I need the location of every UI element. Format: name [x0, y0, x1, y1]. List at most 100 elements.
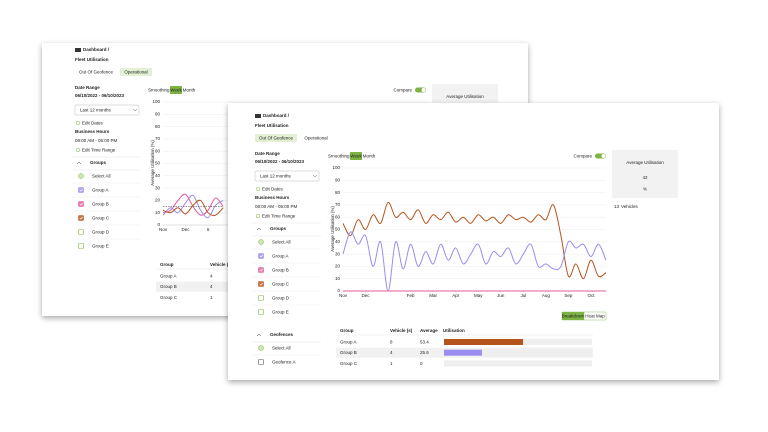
select-all-icon[interactable]	[78, 173, 84, 179]
breadcrumb-icon	[255, 114, 261, 118]
table-header: Group	[340, 328, 354, 333]
edit-dates[interactable]: Edit Dates	[82, 120, 104, 125]
check	[259, 254, 264, 258]
y-tick-label: 20	[155, 198, 161, 203]
item-label: Group D	[92, 229, 110, 234]
checkbox[interactable]	[258, 359, 264, 365]
y-tick-label: 40	[155, 173, 161, 178]
page-title: Fleet Utilisation	[75, 57, 109, 62]
checkbox[interactable]	[78, 187, 84, 193]
checkbox[interactable]	[258, 253, 264, 259]
y-tick-label: 60	[335, 214, 341, 219]
toggle-knob	[601, 154, 606, 158]
edit-icon	[75, 147, 81, 153]
check	[259, 282, 264, 286]
business-hours-label: Business Hours	[255, 195, 290, 200]
bar-track	[444, 349, 592, 356]
average-card	[612, 150, 678, 198]
y-tick-label: 70	[155, 136, 161, 141]
series-line	[342, 201, 607, 280]
x-tick-label: Oct	[587, 293, 595, 298]
vehicles-count: 13	[614, 204, 620, 209]
x-tick-label: Apr	[452, 293, 460, 298]
tab[interactable]: Out Of Geofence	[259, 135, 294, 140]
checkbox[interactable]	[258, 295, 264, 301]
collapse-chevron	[256, 333, 262, 337]
vehicles-label: Vehicles	[621, 204, 639, 209]
table-cell: 1	[210, 295, 213, 300]
y-tick-label: 40	[335, 239, 341, 244]
business-hours: 08:00 AM - 05:00 PM	[255, 204, 298, 209]
tab-active-bg	[255, 134, 297, 142]
select-chevron	[312, 174, 318, 178]
section-label: Groups	[270, 226, 286, 231]
smoothing-option[interactable]: Month	[363, 153, 376, 158]
select-all: Select All	[272, 345, 291, 350]
section-label: Geofences	[270, 332, 294, 337]
toggle-knob	[421, 88, 426, 92]
checkbox[interactable]	[78, 243, 84, 249]
table-cell: Group B	[340, 350, 357, 355]
select-all-icon[interactable]	[258, 345, 264, 351]
smoothing-option[interactable]: Week	[350, 153, 362, 158]
checkbox[interactable]	[78, 229, 84, 235]
table-cell: Group C	[160, 295, 178, 300]
y-tick-label: 60	[155, 148, 161, 153]
toggle-button-bg	[350, 152, 362, 160]
checkbox[interactable]	[78, 201, 84, 207]
smoothing-option[interactable]: Month	[183, 87, 196, 92]
view-option[interactable]: Heat Map	[585, 313, 605, 318]
x-tick-label: Sep	[564, 293, 573, 298]
item-label: Group E	[92, 243, 109, 248]
bar	[444, 339, 524, 345]
tab[interactable]: Out Of Geofence	[79, 69, 114, 74]
check	[79, 188, 84, 192]
table-cell: 4	[390, 350, 393, 355]
compare-label: Compare	[573, 153, 592, 158]
check	[259, 268, 264, 272]
page-title: Fleet Utilisation	[255, 123, 289, 128]
checkbox[interactable]	[258, 309, 264, 315]
table-cell: 0	[420, 361, 423, 366]
period-select[interactable]	[254, 170, 320, 182]
card-label: Average Utilisation	[626, 160, 664, 165]
y-tick-label: 100	[152, 99, 160, 104]
item-label: Group A	[272, 253, 289, 258]
tab[interactable]: Operational	[304, 135, 327, 140]
y-tick-label: 10	[335, 276, 341, 281]
check	[79, 216, 84, 220]
x-tick-label: 6	[207, 227, 210, 232]
bar-track	[444, 360, 592, 367]
breadcrumb-icon	[75, 48, 81, 52]
edit-dates[interactable]: Edit Dates	[262, 186, 284, 191]
y-tick-label: 100	[332, 165, 340, 170]
checkbox[interactable]	[258, 267, 264, 273]
x-tick-label: Nov	[159, 227, 168, 232]
select-all: Select All	[92, 173, 111, 178]
card-unit: %	[643, 187, 647, 192]
x-tick-label: Jun	[497, 293, 505, 298]
item-label: Group B	[92, 201, 109, 206]
view-option[interactable]: Breakdown	[562, 313, 585, 318]
period-select[interactable]	[74, 104, 140, 116]
select-all: Select All	[272, 239, 291, 244]
y-tick-label: 50	[155, 161, 161, 166]
date-range-label: Date Range	[255, 151, 280, 156]
y-tick-label: 30	[155, 185, 161, 190]
select-all-icon[interactable]	[258, 239, 264, 245]
y-tick-label: 10	[155, 210, 161, 215]
table-cell: Group A	[340, 339, 357, 344]
edit-time-range[interactable]: Edit Time Range	[262, 213, 296, 218]
x-tick-label: Aug	[542, 293, 551, 298]
checkbox[interactable]	[258, 281, 264, 287]
edit-icon	[255, 186, 261, 192]
checkbox[interactable]	[78, 215, 84, 221]
y-axis-label: Average Utilisation (%)	[330, 206, 335, 252]
tab[interactable]: Operational	[124, 69, 147, 74]
item-label: Group A	[92, 187, 109, 192]
edit-time-range[interactable]: Edit Time Range	[82, 147, 116, 152]
table-header: Vehicle (s)	[390, 328, 413, 333]
date-range: 06/10/2022 - 06/10/2023	[75, 93, 125, 98]
smoothing-option[interactable]: Week	[170, 87, 182, 92]
